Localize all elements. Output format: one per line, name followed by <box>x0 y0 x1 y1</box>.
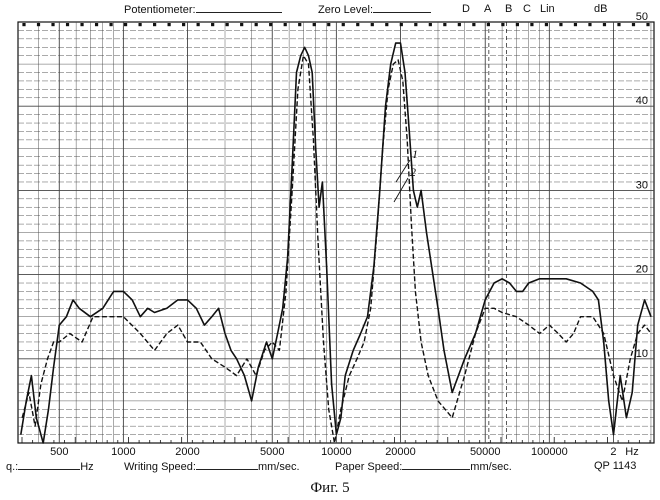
x-tick-label: 50000 <box>470 446 501 458</box>
top-tick-mark <box>255 23 258 26</box>
q-field: q.: Hz <box>6 460 94 473</box>
top-tick-mark <box>284 23 287 26</box>
top-tick-mark <box>66 23 69 26</box>
top-tick-mark <box>588 23 591 26</box>
y-tick-label: 30 <box>636 179 648 191</box>
top-tick-mark <box>545 23 548 26</box>
top-tick-mark <box>313 23 316 26</box>
top-tick-mark <box>37 23 40 26</box>
top-tick-mark <box>458 23 461 26</box>
potentiometer-label: Potentiometer: <box>124 4 196 16</box>
chart-code: QP 1143 <box>594 460 636 472</box>
curve-label: 2 <box>410 165 416 179</box>
top-tick-mark <box>530 23 533 26</box>
top-tick-mark <box>51 23 54 26</box>
top-tick-mark <box>182 23 185 26</box>
top-tick-mark <box>109 23 112 26</box>
writing-speed-label: Writing Speed: <box>124 461 196 473</box>
y-tick-label: 20 <box>636 264 648 276</box>
zero-level-field: Zero Level: <box>318 3 431 16</box>
y-tick-label: 50 <box>636 11 648 23</box>
x-tick-label: 20000 <box>385 446 416 458</box>
paper-speed-unit: mm/sec. <box>470 461 512 473</box>
top-tick-mark <box>240 23 243 26</box>
top-tick-mark <box>168 23 171 26</box>
x-tick-label: 2 <box>610 446 616 458</box>
top-tick-mark <box>327 23 330 26</box>
x-tick-labels: 500 1000 2000 5000 10000 20000 50000 100000 2 Hz <box>50 446 639 458</box>
x-tick-label: 10000 <box>321 446 352 458</box>
figure-caption: Фиг. 5 <box>0 480 660 497</box>
top-tick-mark <box>487 23 490 26</box>
top-tick-mark <box>298 23 301 26</box>
top-tick-mark <box>559 23 562 26</box>
top-tick-mark <box>80 23 83 26</box>
top-tick-mark <box>22 23 25 26</box>
potentiometer-blank <box>196 3 282 13</box>
zero-level-blank <box>373 3 431 13</box>
top-tick-mark <box>153 23 156 26</box>
x-tick-label: 5000 <box>260 446 284 458</box>
db-unit-label: dB <box>594 3 607 15</box>
weighting-lin: Lin <box>540 3 555 15</box>
paper-speed-blank <box>402 460 470 470</box>
top-tick-mark <box>269 23 272 26</box>
top-tick-mark <box>574 23 577 26</box>
top-tick-mark <box>138 23 141 26</box>
paper-speed-field: Paper Speed: mm/sec. <box>335 460 512 473</box>
q-label: q.: <box>6 461 18 473</box>
q-blank <box>18 460 80 470</box>
top-tick-mark <box>197 23 200 26</box>
top-tick-mark <box>124 23 127 26</box>
writing-speed-field: Writing Speed: mm/sec. <box>124 460 300 473</box>
curve-label: 1 <box>412 147 418 161</box>
top-tick-mark <box>342 23 345 26</box>
paper-speed-label: Paper Speed: <box>335 461 402 473</box>
top-tick-mark <box>414 23 417 26</box>
weighting-a: A <box>484 3 491 15</box>
top-tick-mark <box>603 23 606 26</box>
top-tick-mark <box>95 23 98 26</box>
top-tick-mark <box>501 23 504 26</box>
x-tick-label: 500 <box>50 446 68 458</box>
weighting-c: C <box>523 3 531 15</box>
x-tick-label: 2000 <box>175 446 199 458</box>
potentiometer-field: Potentiometer: <box>124 3 282 16</box>
top-tick-mark <box>646 23 649 26</box>
top-tick-mark <box>443 23 446 26</box>
top-tick-mark <box>226 23 229 26</box>
top-tick-mark <box>617 23 620 26</box>
top-tick-mark <box>211 23 214 26</box>
zero-level-label: Zero Level: <box>318 4 373 16</box>
weighting-b: B <box>505 3 512 15</box>
y-tick-label: 10 <box>636 348 648 360</box>
x-tick-label: Hz <box>625 446 638 458</box>
top-tick-mark <box>400 23 403 26</box>
y-tick-label: 40 <box>636 95 648 107</box>
top-tick-mark <box>371 23 374 26</box>
top-tick-mark <box>356 23 359 26</box>
top-tick-mark <box>429 23 432 26</box>
x-tick-label: 100000 <box>531 446 568 458</box>
top-tick-mark <box>472 23 475 26</box>
weighting-d: D <box>462 3 470 15</box>
top-tick-mark <box>632 23 635 26</box>
top-tick-mark <box>385 23 388 26</box>
writing-speed-unit: mm/sec. <box>258 461 300 473</box>
top-tick-mark <box>516 23 519 26</box>
x-tick-label: 1000 <box>111 446 135 458</box>
writing-speed-blank <box>196 460 258 470</box>
q-hz-label: Hz <box>80 461 93 473</box>
